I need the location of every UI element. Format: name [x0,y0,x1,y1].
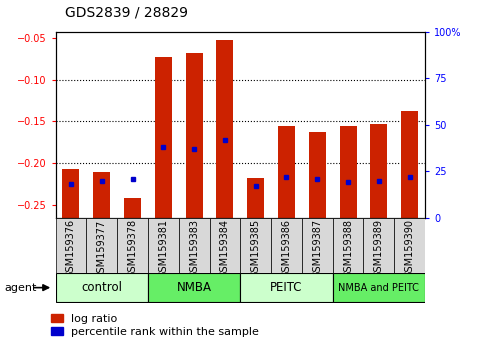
Bar [86,218,117,273]
Text: GSM159376: GSM159376 [66,219,76,279]
Text: GSM159389: GSM159389 [374,219,384,278]
Bar [93,172,110,218]
Text: NMBA and PEITC: NMBA and PEITC [339,282,419,293]
Text: GSM159390: GSM159390 [405,219,414,278]
Bar [62,169,79,218]
Text: GSM159377: GSM159377 [97,219,107,279]
Text: GSM159378: GSM159378 [128,219,138,279]
Text: GSM159387: GSM159387 [313,219,322,279]
Text: GSM159384: GSM159384 [220,219,230,278]
Text: GSM159386: GSM159386 [282,219,291,278]
Bar [394,218,425,273]
Bar [333,218,364,273]
Bar [333,273,425,302]
Bar [124,199,141,218]
Text: GDS2839 / 28829: GDS2839 / 28829 [65,5,188,19]
Legend: log ratio, percentile rank within the sample: log ratio, percentile rank within the sa… [52,314,259,337]
Bar [210,218,240,273]
Bar [302,218,333,273]
Bar [117,218,148,273]
Bar [240,273,333,302]
Bar [247,178,264,218]
Bar [309,132,326,218]
Text: GSM159383: GSM159383 [189,219,199,278]
Text: NMBA: NMBA [177,281,212,294]
Bar [340,126,356,218]
Bar [56,218,86,273]
Bar [148,218,179,273]
Text: GSM159381: GSM159381 [158,219,168,278]
Bar [401,112,418,218]
Bar [240,218,271,273]
Text: control: control [81,281,122,294]
Text: GSM159388: GSM159388 [343,219,353,278]
Bar [271,218,302,273]
Text: PEITC: PEITC [270,281,303,294]
Text: agent: agent [5,282,37,293]
Bar [56,273,148,302]
Bar [155,57,172,218]
Bar [278,126,295,218]
Bar [216,40,233,218]
Text: GSM159385: GSM159385 [251,219,261,279]
Bar [148,273,241,302]
Bar [179,218,210,273]
Bar [185,53,202,218]
Bar [370,124,387,218]
Bar [364,218,394,273]
